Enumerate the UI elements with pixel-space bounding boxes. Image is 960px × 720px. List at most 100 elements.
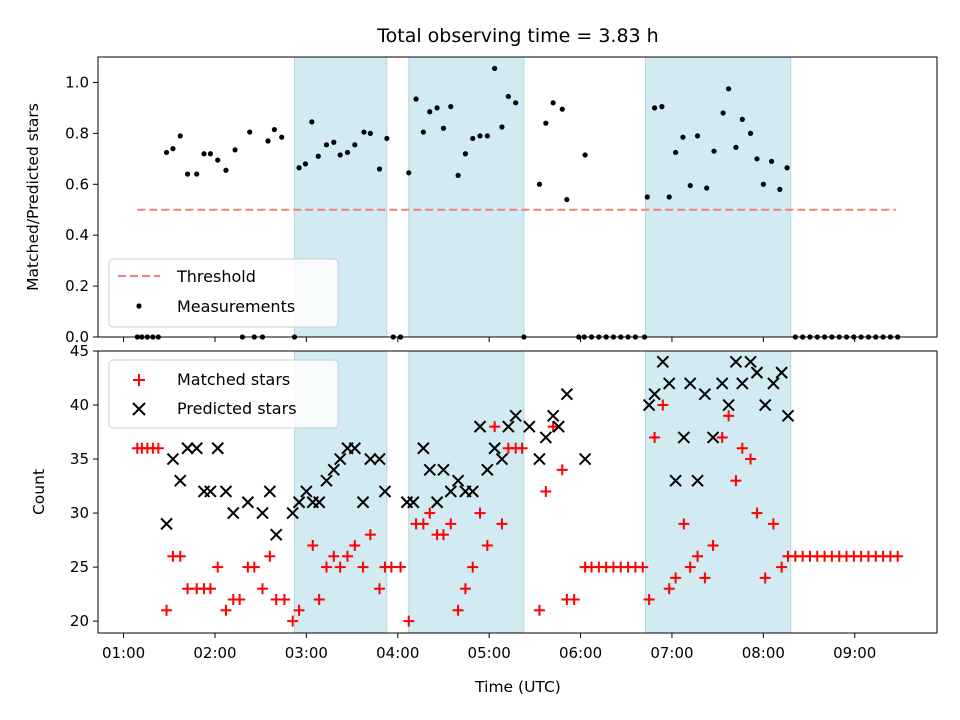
measurement-point [406,170,412,176]
observing-interval-2 [408,56,525,338]
bottom-axis-ticks: 01:00 02:00 03:00 04:00 05:00 06:00 07:00 08:00… [70,342,876,662]
predicted-star-point [663,377,676,390]
matched-star-point [663,583,675,595]
matched-star-point [452,604,464,616]
measurement-point [760,181,766,187]
measurement-point [315,153,321,159]
predicted-star-point [781,409,795,423]
measurement-point [331,139,337,145]
measurement-point [726,86,732,92]
matched-star-point [736,442,748,454]
measurement-point [323,142,330,148]
matched-star-point [328,550,340,562]
measurement-point [420,129,426,135]
matched-star-point [540,485,552,497]
predicted-star-point [300,485,313,498]
measurement-point [376,166,383,172]
predicted-star-point [502,420,515,433]
predicted-star-point [509,409,522,423]
matched-star-point [278,594,290,606]
predicted-star-point [204,485,217,498]
predicted-star-point [407,496,420,509]
matched-star-point [767,518,779,530]
matched-star-point [334,561,346,573]
predicted-star-point [270,528,283,541]
bottom-axes-frame [97,350,938,634]
measurement-point [680,134,686,140]
measurement-point [733,144,739,150]
matched-star-point [373,583,385,595]
matched-star-point [364,529,376,541]
counts-panel: 01:00 02:00 03:00 04:00 05:00 06:00 07:00 08:00… [30,342,938,696]
top-axes-frame [97,56,938,338]
measurement-point [499,124,505,130]
legend-measurements-label: Measurements [177,297,295,316]
matched-star-point [745,453,757,465]
measurement-point [207,151,214,157]
top-observing-intervals [293,56,792,338]
matched-star-point [489,421,501,433]
measurement-point [492,65,498,72]
matched-star-point [287,615,299,627]
counts-layer [131,355,904,627]
predicted-star-point [327,463,341,477]
measurement-point [754,156,760,162]
x-tick-label: 06:00 [559,644,602,662]
matched-star-point [212,561,224,573]
predicted-star-point [444,485,457,498]
matched-star-point [684,561,696,573]
matched-star-point [293,604,305,616]
matched-star-point [248,561,260,573]
predicted-star-point [716,377,729,390]
matched-star-point [670,572,682,584]
x-tick-label: 02:00 [193,644,236,662]
y-tick-label: 40 [70,396,89,414]
measurement-point [747,130,754,136]
predicted-star-point [495,452,509,466]
matched-star-point [649,431,661,443]
matched-star-point [678,518,690,530]
y-tick-label: 0.2 [65,277,89,295]
measurement-point [462,151,469,157]
predicted-star-point [292,496,306,509]
predicted-star-point [691,474,704,487]
matched-star-point [496,518,508,530]
predicted-star-point [181,442,194,455]
predicted-star-point [684,377,697,390]
predicted-star-point [706,431,720,444]
measurement-point [659,104,665,110]
predicted-star-point [256,506,269,520]
y-tick-label: 20 [70,612,89,630]
measurement-point [644,194,650,200]
x-tick-label: 04:00 [376,644,419,662]
observing-interval-3 [644,350,792,634]
y-tick-label: 35 [70,450,89,468]
matched-star-point [417,518,429,530]
predicted-star-point [488,442,501,455]
ratio-panel: 0.0 0.2 0.4 0.6 0.8 1.0 Matched/Predicted sta… [24,56,938,346]
predicted-star-point [364,452,377,466]
legend-matched-label: Matched stars [177,370,290,389]
predicted-star-point [473,420,487,433]
predicted-star-point [451,474,465,487]
x-tick-label: 05:00 [468,644,511,662]
measurement-point [448,104,454,110]
predicted-star-point [656,355,670,369]
measurement-point [777,186,783,192]
predicted-star-point [333,452,347,466]
predicted-star-point [373,452,386,466]
measurement-point [455,172,461,178]
measurement-point [666,194,672,200]
measurement-point [232,147,238,153]
x-tick-label: 09:00 [833,644,876,662]
matched-star-point [516,442,528,454]
predicted-star-point [698,388,712,401]
y-tick-label: 1.0 [65,73,89,91]
predicted-star-point [312,496,326,509]
matched-star-point [699,572,711,584]
predicted-star-point [722,398,735,412]
measurement-point [651,105,658,111]
matched-star-point [474,507,486,519]
measurement-point [582,152,588,158]
predicted-star-point [546,409,560,423]
